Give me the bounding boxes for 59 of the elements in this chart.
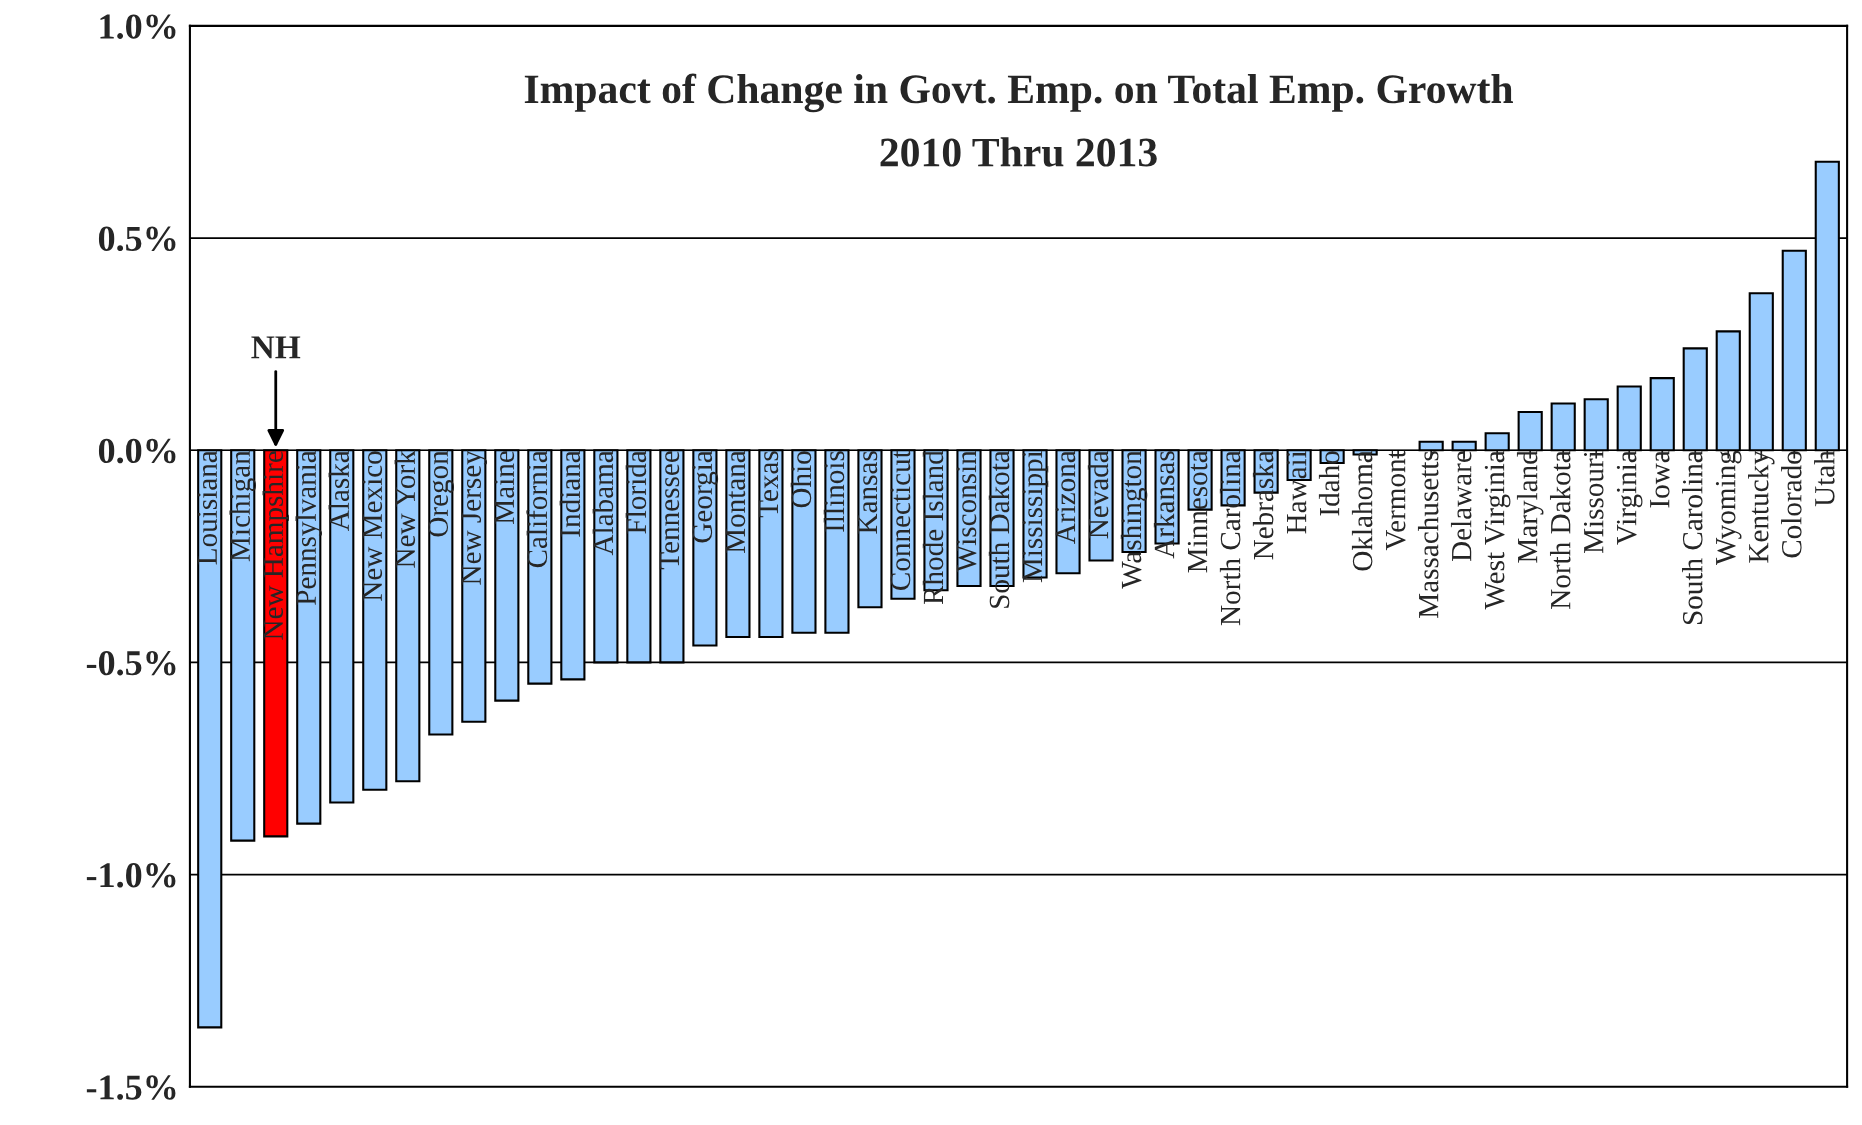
y-tick-label: 1.0% <box>100 14 176 39</box>
x-tick-label: Tennessee <box>659 451 680 570</box>
x-tick-label: Ohio <box>790 451 812 508</box>
y-tick-label: 0.5% <box>98 226 176 252</box>
x-tick-label: Connecticut <box>890 450 911 590</box>
x-tick-label: North Dakota <box>1549 450 1571 609</box>
y-tick-label: -1.5% <box>86 1075 176 1100</box>
x-tick-label: Iowa <box>1650 450 1670 508</box>
x-tick-label: Rhode Island <box>922 450 944 605</box>
x-tick-label: Colorado <box>1781 451 1802 558</box>
y-tick-label: 0.0% <box>98 438 176 464</box>
x-tick-label: Delaware <box>1450 451 1472 562</box>
x-tick-label: Idaho <box>1318 451 1340 516</box>
x-tick-label: Wisconsin <box>956 450 977 573</box>
x-tick-label: Georgia <box>692 450 719 543</box>
x-tick-label: Michigan <box>229 450 257 562</box>
x-tick-label: Kentucky <box>1748 450 1775 563</box>
x-tick-label: Louisiana <box>197 450 218 565</box>
x-tick-label: Florida <box>625 450 647 534</box>
x-tick-label: Montana <box>725 450 746 554</box>
x-tick-label: Washington <box>1120 450 1148 589</box>
text: 2010 Thru 2013 <box>880 137 1157 167</box>
x-tick-label: Texas <box>758 451 779 518</box>
x-tick-label: Indiana <box>559 450 581 537</box>
x-tick-label: South Carolina <box>1682 450 1703 625</box>
x-tick-label: Nebraska <box>1252 450 1274 560</box>
x-tick-label: Alabama <box>592 450 614 556</box>
x-tick-label: California <box>526 450 548 568</box>
x-tick-label: Maine <box>494 451 515 524</box>
x-tick-label: Oklahoma <box>1351 450 1373 571</box>
x-tick-label: Maryland <box>1516 450 1544 563</box>
x-tick-label: Hawaii <box>1286 450 1307 534</box>
x-tick-label: West Virginia <box>1484 450 1511 610</box>
text: Impact of Change in Govt. Emp. on Total Emp. Growth <box>524 73 1513 113</box>
x-tick-label: New York <box>394 450 416 568</box>
x-tick-label: Virginia <box>1616 450 1643 545</box>
x-tick-label: Oregon <box>428 450 455 537</box>
x-tick-label: Arkansas <box>1153 451 1175 559</box>
x-tick-label: Mississippi <box>1022 450 1049 583</box>
x-tick-label: Missouri <box>1583 450 1604 554</box>
x-tick-label: New Jersey <box>461 450 488 585</box>
x-tick-label: Wyoming <box>1715 450 1742 566</box>
x-tick-label: Illinois <box>823 451 845 532</box>
annotation: NH <box>251 336 301 359</box>
x-tick-label: Nevada <box>1087 450 1109 539</box>
y-tick-label: -1.0% <box>86 863 176 888</box>
x-tick-label: Vermont <box>1386 450 1406 551</box>
x-tick-label: Utah <box>1814 450 1835 507</box>
x-tick-label: Massachusetts <box>1417 451 1439 618</box>
x-tick-label: Pennsylvania <box>295 450 323 605</box>
x-tick-label: South Dakota <box>988 450 1010 608</box>
x-tick-label: Kansas <box>857 451 878 534</box>
x-tick-label: North Carolina <box>1219 450 1241 626</box>
x-tick-label: Minnesota <box>1187 450 1208 573</box>
x-tick-label: New Hampshire <box>262 451 289 640</box>
x-tick-label: Arizona <box>1055 450 1076 544</box>
y-tick-label: -0.5% <box>86 650 176 676</box>
x-tick-label: New Mexico <box>362 451 383 601</box>
x-tick-label: Alaska <box>328 450 350 531</box>
